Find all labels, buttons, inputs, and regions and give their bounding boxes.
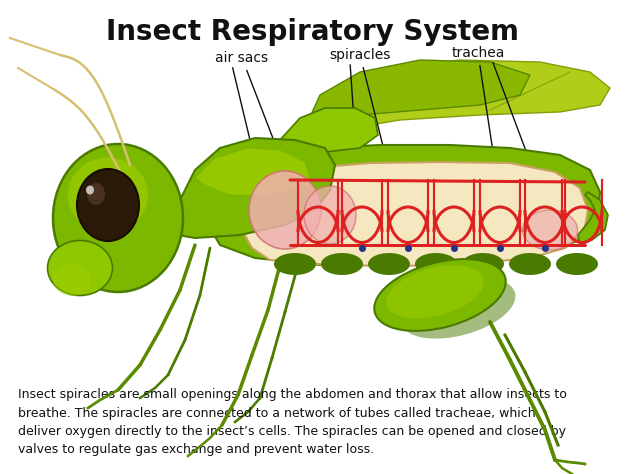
Ellipse shape	[249, 171, 321, 249]
Text: trachea: trachea	[451, 46, 505, 194]
Polygon shape	[280, 108, 378, 152]
Polygon shape	[305, 60, 530, 128]
Ellipse shape	[86, 185, 94, 194]
Ellipse shape	[321, 253, 363, 275]
Text: Insect spiracles are small openings along the abdomen and thorax that allow inse: Insect spiracles are small openings alon…	[18, 388, 567, 456]
Ellipse shape	[401, 277, 515, 338]
Ellipse shape	[556, 253, 598, 275]
Ellipse shape	[274, 253, 316, 275]
Ellipse shape	[304, 186, 356, 244]
Ellipse shape	[509, 253, 551, 275]
Ellipse shape	[523, 210, 578, 250]
Ellipse shape	[53, 144, 183, 292]
Polygon shape	[244, 162, 588, 266]
Ellipse shape	[386, 265, 484, 319]
Ellipse shape	[87, 183, 105, 205]
Text: Insect Respiratory System: Insect Respiratory System	[106, 18, 520, 46]
Ellipse shape	[53, 264, 91, 296]
Polygon shape	[578, 192, 608, 245]
Text: air sacs: air sacs	[215, 51, 295, 194]
Ellipse shape	[374, 259, 506, 331]
Ellipse shape	[368, 253, 410, 275]
Ellipse shape	[48, 240, 113, 295]
Ellipse shape	[77, 169, 139, 241]
Polygon shape	[195, 148, 310, 196]
Ellipse shape	[68, 157, 148, 233]
Polygon shape	[210, 145, 600, 265]
Text: spiracles: spiracles	[329, 48, 408, 241]
Polygon shape	[175, 138, 335, 238]
Ellipse shape	[415, 253, 457, 275]
Ellipse shape	[462, 253, 504, 275]
Polygon shape	[310, 60, 610, 145]
